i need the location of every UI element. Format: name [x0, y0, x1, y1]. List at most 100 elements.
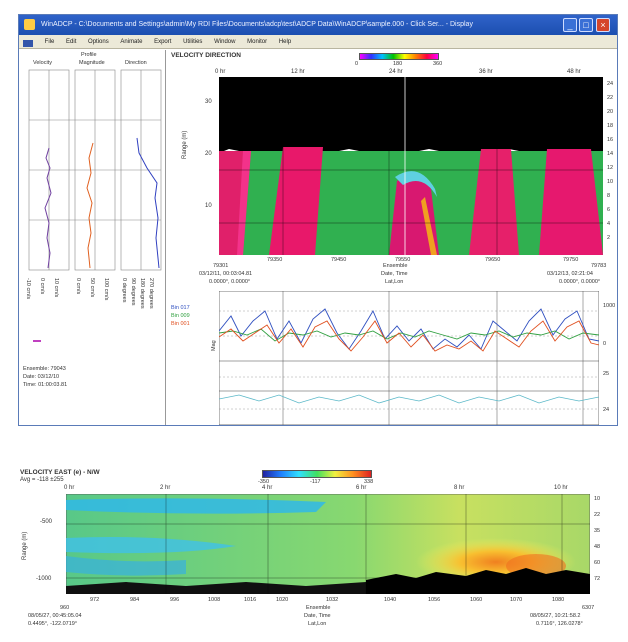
- magnitude-profile-line: [86, 142, 94, 269]
- east-x-axis-label: Date, Time: [304, 613, 331, 619]
- app-icon: [24, 19, 35, 30]
- maximize-button[interactable]: □: [579, 18, 593, 32]
- x-tick: 79750: [563, 257, 579, 263]
- direction-heatmap[interactable]: [219, 77, 603, 255]
- direction-profile-line: [136, 137, 160, 269]
- menu-item[interactable]: Help: [278, 39, 292, 45]
- east-colorbar-tick: 338: [364, 479, 374, 485]
- east-top-tick: 2 hr: [160, 485, 171, 491]
- timeseries-plot[interactable]: [219, 291, 599, 425]
- magnitude-tick: 100 cm/s: [103, 278, 109, 301]
- document-icon[interactable]: [23, 39, 33, 47]
- east-y-tick: -500: [40, 519, 53, 525]
- bin-009-line: [219, 328, 599, 342]
- east-left-ensemble: 960: [60, 605, 70, 611]
- right-tick: 10: [607, 179, 614, 185]
- adcp-window: WinADCP - C:\Documents and Settings\admi…: [18, 14, 618, 426]
- timeseries-ylabel: Mag: [211, 340, 217, 351]
- east-colorbar: [262, 470, 372, 478]
- top-tick: 36 hr: [479, 69, 493, 75]
- east-x-tick: 1080: [552, 597, 565, 603]
- east-x-tick: 1020: [276, 597, 289, 603]
- y-tick: 10: [205, 203, 212, 209]
- east-x-tick: 972: [90, 597, 100, 603]
- x-axis-label: Date, Time: [381, 271, 408, 277]
- menu-item[interactable]: Export: [154, 39, 172, 45]
- x-tick: 79550: [395, 257, 411, 263]
- east-velocity-heatmap[interactable]: [66, 494, 590, 594]
- top-tick: 48 hr: [567, 69, 581, 75]
- menu-item[interactable]: Options: [88, 39, 109, 45]
- right-latlon: 0.0000°, 0.0000°: [559, 279, 601, 285]
- profile-plots: [28, 69, 162, 271]
- top-tick: 12 hr: [291, 69, 305, 75]
- east-top-tick: 10 hr: [554, 485, 568, 491]
- east-colorbar-tick: -117: [310, 479, 321, 485]
- velocity-profile-line: [44, 147, 52, 269]
- east-right-tick: 22: [594, 512, 601, 518]
- top-tick: 24 hr: [389, 69, 403, 75]
- east-top-tick: 4 hr: [262, 485, 273, 491]
- menu-item[interactable]: Utilities: [183, 39, 203, 45]
- menu-item[interactable]: File: [44, 39, 55, 45]
- east-right-tick: 48: [594, 544, 601, 550]
- east-right-tick: 60: [594, 560, 601, 566]
- right-tick: 22: [607, 95, 614, 101]
- east-x-tick: 1008: [208, 597, 221, 603]
- menu-item[interactable]: Animate: [120, 39, 143, 45]
- menu-item[interactable]: Monitor: [247, 39, 268, 45]
- right-tick: 24: [607, 81, 614, 87]
- time-readout: Time: 01:00:03.81: [23, 382, 68, 388]
- timeseries-right-tick: 1000: [603, 303, 616, 309]
- east-top-tick: 6 hr: [356, 485, 367, 491]
- x-tick: 79650: [485, 257, 501, 263]
- right-tick: 8: [607, 193, 611, 199]
- east-top-tick: 0 hr: [64, 485, 75, 491]
- right-tick: 6: [607, 207, 611, 213]
- left-time: 03/12/11, 00:03:04.81: [199, 271, 253, 277]
- right-tick: 4: [607, 221, 611, 227]
- minimize-button[interactable]: _: [563, 18, 577, 32]
- east-x-tick: 1032: [326, 597, 339, 603]
- velocity-tick: 0 cm/s: [39, 278, 45, 295]
- direction-tick: 0 degrees: [121, 278, 127, 303]
- magnitude-column-label: Magnitude: [79, 60, 105, 66]
- direction-colorbar: [359, 53, 439, 60]
- right-tick: 18: [607, 123, 614, 129]
- right-tick: 16: [607, 137, 614, 143]
- right-tick: 14: [607, 151, 614, 157]
- menu-item[interactable]: Window: [214, 39, 236, 45]
- east-x-tick: 1016: [244, 597, 257, 603]
- east-x-axis-label: Lat,Lon: [308, 621, 327, 627]
- east-x-tick: 996: [170, 597, 180, 603]
- direction-ylabel: Range (m): [182, 130, 188, 159]
- colorbar-tick: 180: [393, 61, 403, 67]
- east-left-time: 08/05/27, 00:45:05.04: [28, 613, 82, 619]
- east-x-tick: 1040: [384, 597, 397, 603]
- east-x-axis-label: Ensemble: [306, 605, 331, 611]
- right-tick: 20: [607, 109, 614, 115]
- direction-tick: 90 degrees: [130, 278, 136, 306]
- left-latlon: 0.0000°, 0.0000°: [209, 279, 251, 285]
- velocity-tick: 10 cm/s: [53, 278, 59, 298]
- magnitude-tick: 0 cm/s: [75, 278, 81, 295]
- east-right-latlon: 0.7116°, 126.0278°: [536, 621, 583, 627]
- timeseries-right-tick: 24: [603, 407, 610, 413]
- right-tick: 12: [607, 165, 614, 171]
- x-axis-label: Ensemble: [383, 263, 408, 269]
- east-colorbar-tick: -350: [258, 479, 270, 485]
- title-bar[interactable]: WinADCP - C:\Documents and Settings\admi…: [19, 15, 617, 35]
- east-top-tick: 8 hr: [454, 485, 465, 491]
- right-ensemble: 79783: [591, 263, 607, 269]
- velocity-column-label: Velocity: [33, 60, 52, 66]
- legend-entry: Bin 001: [171, 321, 190, 327]
- close-button[interactable]: ×: [596, 18, 610, 32]
- legend-entry: Bin 017: [171, 305, 190, 311]
- menu-item[interactable]: Edit: [66, 39, 77, 45]
- left-ensemble: 79301: [213, 263, 229, 269]
- right-time: 03/12/13, 02:21:04: [547, 271, 593, 277]
- colorbar-tick: 360: [433, 61, 443, 67]
- timeseries-right-tick: 25: [603, 371, 610, 377]
- east-ylabel: Range (m): [22, 531, 28, 560]
- east-right-tick: 35: [594, 528, 601, 534]
